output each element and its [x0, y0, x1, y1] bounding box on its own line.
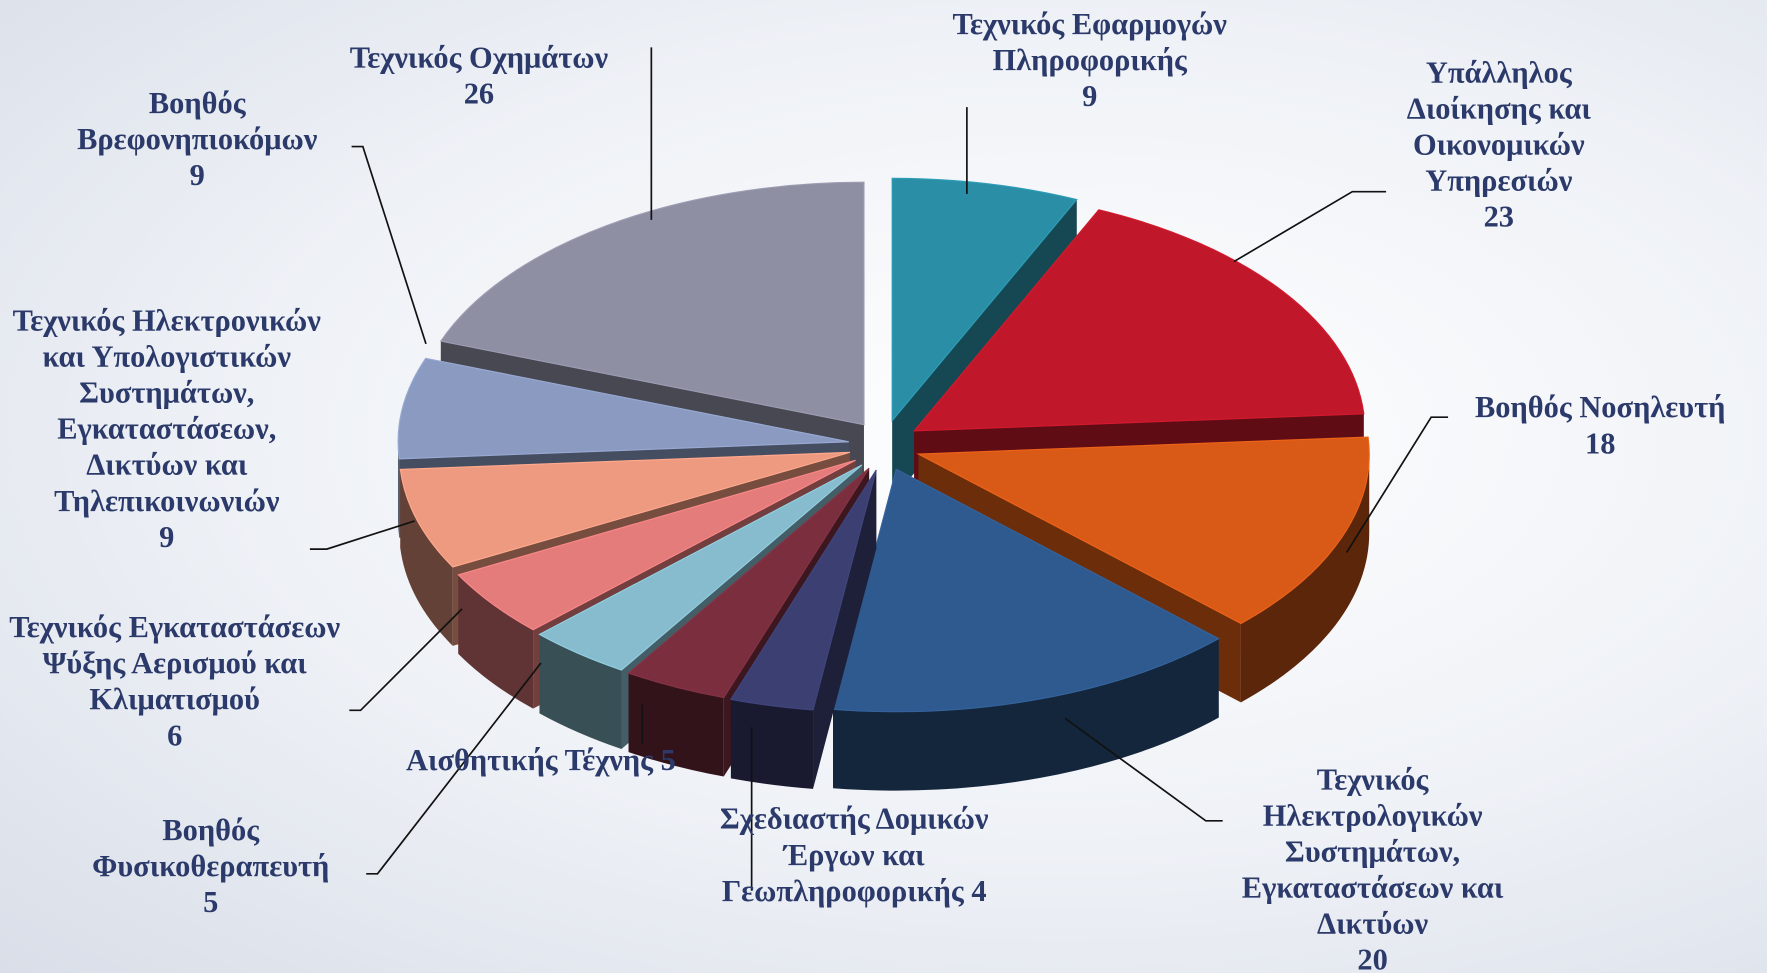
- value-label: 5: [660, 743, 676, 777]
- value-label: 4: [971, 873, 987, 908]
- slice-top: [457, 459, 856, 631]
- slice-top: [538, 464, 863, 671]
- value-label: 18: [1584, 426, 1616, 461]
- data-label: Τεχνικός Οχημάτων 26: [299, 39, 660, 111]
- slice-side: [1240, 454, 1370, 703]
- slice-side: [458, 574, 534, 709]
- value-label: 23: [1483, 199, 1514, 234]
- leader-line: [309, 520, 415, 550]
- category-label: Τεχνικός Ηλεκτρονικών και Υπολογιστικών …: [12, 303, 321, 518]
- pie-slice: [832, 468, 1220, 791]
- value-label: 9: [159, 519, 175, 554]
- data-label: Τεχνικός Ηλεκτρολογικών Συστημάτων, Εγκα…: [1204, 761, 1542, 973]
- slice-top: [891, 177, 1078, 423]
- value-label: 20: [1357, 942, 1388, 973]
- category-label: Τεχνικός Ηλεκτρολογικών Συστημάτων, Εγκα…: [1241, 762, 1504, 941]
- slice-top: [397, 357, 850, 460]
- data-label: Υπάλληλος Διοίκησης και Οικονομικών Υπηρ…: [1369, 54, 1628, 234]
- leader-line: [351, 145, 427, 345]
- value-label: 6: [167, 718, 183, 753]
- data-label: Τεχνικός Ηλεκτρονικών και Υπολογιστικών …: [9, 302, 325, 555]
- data-label: Βοηθός Βρεφονηπιοκόμων 9: [28, 85, 366, 193]
- slice-side: [730, 699, 814, 789]
- slice-top: [439, 181, 865, 426]
- slice-side: [398, 441, 400, 538]
- leader-line: [349, 608, 463, 712]
- slice-side: [628, 673, 724, 777]
- leader-line: [1233, 190, 1387, 263]
- data-label: Τεχνικός Εγκαταστάσεων Ψύξης Αερισμού κα…: [0, 609, 349, 753]
- category-label: Βοηθός Φυσικοθεραπευτή: [92, 812, 330, 883]
- slice-top: [916, 436, 1370, 625]
- data-label: Βοηθός Φυσικοθεραπευτή 5: [53, 812, 369, 920]
- category-label: Τεχνικός Οχημάτων: [349, 40, 609, 75]
- category-label: Υπάλληλος Διοίκησης και Οικονομικών Υπηρ…: [1406, 55, 1591, 198]
- category-label: Βοηθός Βρεφονηπιοκόμων: [77, 85, 318, 156]
- slice-top: [832, 468, 1220, 713]
- category-label: Τεχνικός Εφαρμογών Πληροφορικής: [952, 6, 1227, 77]
- value-label: 26: [463, 76, 495, 111]
- leader-line: [1064, 717, 1223, 822]
- data-label: Βοηθός Νοσηλευτή 18: [1431, 389, 1767, 461]
- slice-top: [399, 451, 851, 568]
- slice-top: [627, 467, 870, 699]
- leader-line: [1345, 416, 1449, 553]
- leader-line: [366, 662, 542, 875]
- value-label: 9: [1082, 78, 1098, 113]
- data-label: Σχεδιαστής Δομικών Έργων και Γεωπληροφορ…: [674, 801, 1035, 909]
- data-label: Τεχνικός Εφαρμογών Πληροφορικής 9: [949, 6, 1231, 114]
- category-label: Βοηθός Νοσηλευτή: [1475, 390, 1726, 424]
- category-label: Τεχνικός Εγκαταστάσεων Ψύξης Αερισμού κα…: [9, 609, 341, 716]
- value-label: 9: [189, 157, 205, 192]
- data-label: Αισθητικής Τέχνης 5: [355, 742, 727, 778]
- slice-top: [912, 209, 1365, 432]
- category-label: Αισθητικής Τέχνης: [406, 743, 653, 777]
- category-label: Σχεδιαστής Δομικών Έργων και Γεωπληροφορ…: [719, 801, 989, 908]
- value-label: 5: [203, 885, 219, 919]
- slice-top: [730, 469, 877, 711]
- slice-side: [833, 638, 1219, 791]
